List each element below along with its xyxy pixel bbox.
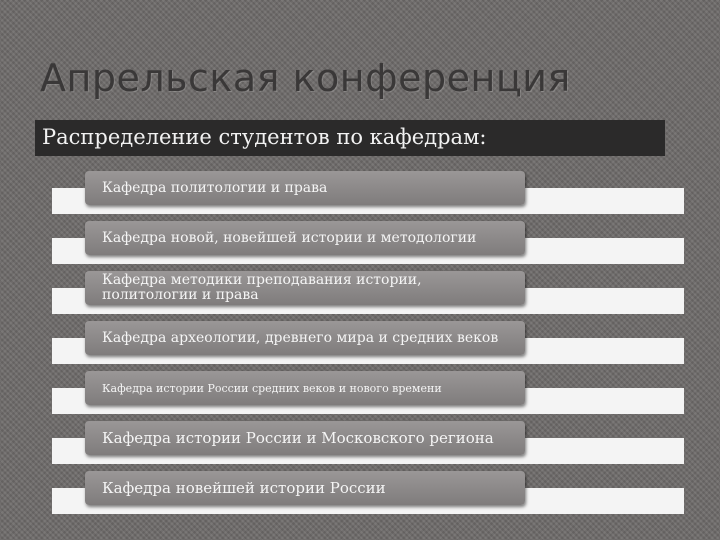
- slide-subtitle: Распределение студентов по кафедрам:: [42, 125, 487, 149]
- list-item: Кафедра археологии, древнего мира и сред…: [85, 321, 525, 355]
- list-item: Кафедра методики преподавания истории, п…: [85, 271, 525, 305]
- list-item: Кафедра политологии и права: [85, 171, 525, 205]
- list-item: Кафедра новейшей истории России: [85, 471, 525, 505]
- subtitle-bar: [35, 120, 665, 156]
- slide-title: Апрельская конференция: [40, 56, 571, 100]
- list-item: Кафедра новой, новейшей истории и методо…: [85, 221, 525, 255]
- list-item: Кафедра истории России и Московского рег…: [85, 421, 525, 455]
- list-item: Кафедра истории России средних веков и н…: [85, 371, 525, 405]
